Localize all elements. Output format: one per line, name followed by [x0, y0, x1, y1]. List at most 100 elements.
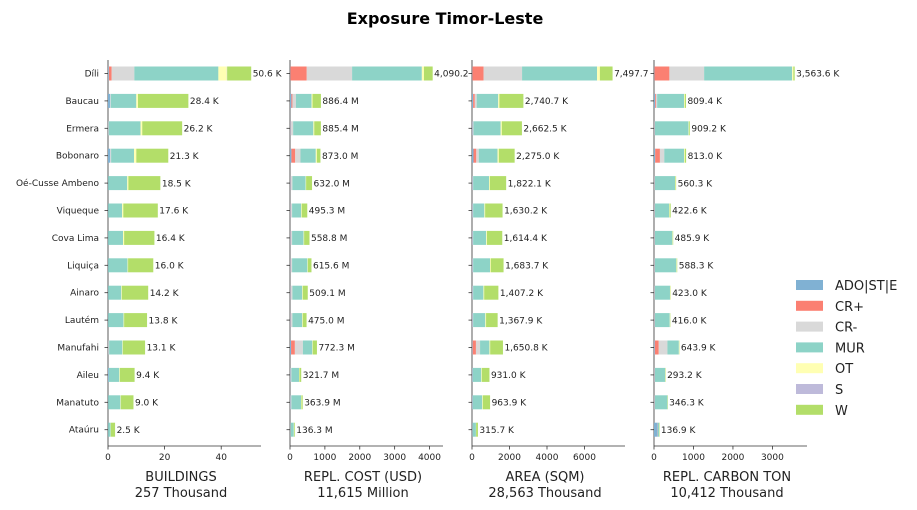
bar-segment — [108, 121, 141, 136]
bar-segment — [473, 93, 475, 108]
legend-swatch — [796, 321, 823, 332]
x-axis-subtitle: 10,412 Thousand — [670, 486, 783, 501]
data-label: 509.1 M — [309, 289, 345, 299]
bar-segment — [669, 203, 671, 218]
legend-entry: ADO|ST|E — [796, 279, 897, 294]
bar-segment — [291, 258, 293, 273]
data-label: 13.8 K — [149, 316, 179, 326]
x-tick-label: 3000 — [383, 453, 406, 463]
bar-segment — [311, 93, 313, 108]
bar-segment — [655, 93, 658, 108]
bar-segment — [290, 66, 307, 81]
bar-segment — [292, 203, 302, 218]
bar-segment — [291, 203, 293, 218]
bar-segment — [472, 422, 476, 437]
bar-segment — [473, 313, 486, 328]
bar-segment — [108, 422, 111, 437]
bar-segment — [499, 93, 524, 108]
chart-legend: ADO|ST|E CR+ CR- MUR OT SW — [796, 279, 897, 419]
bar-segment — [599, 66, 613, 81]
x-tick-label: 2000 — [498, 453, 521, 463]
bar-segment — [655, 148, 660, 163]
legend-label: W — [835, 404, 848, 419]
bar-segment — [108, 258, 128, 273]
bar-segment — [291, 93, 293, 108]
x-tick-label: 20 — [159, 453, 171, 463]
bar-segment — [127, 258, 129, 273]
legend-swatch — [796, 363, 823, 374]
data-label: 560.3 K — [678, 179, 714, 189]
bar-segment — [312, 93, 321, 108]
x-tick-label: 40 — [215, 453, 227, 463]
legend-swatch — [796, 342, 823, 353]
category-label: Viqueque — [57, 207, 100, 217]
bar-segment — [307, 258, 312, 273]
bar-segment — [108, 313, 124, 328]
bar-segment — [290, 93, 292, 108]
category-label: Cova Lima — [52, 234, 99, 244]
bar-segment — [108, 203, 123, 218]
bar-segment — [121, 285, 149, 300]
category-label: Ermera — [66, 124, 99, 134]
bar-segment — [654, 422, 658, 437]
bar-segment — [122, 340, 123, 355]
x-axis-subtitle: 28,563 Thousand — [488, 486, 601, 501]
data-label: 873.0 M — [322, 152, 358, 162]
bar-segment — [108, 66, 112, 81]
bar-segment — [473, 148, 477, 163]
bar-segment — [291, 176, 293, 191]
bar-segment — [290, 285, 291, 300]
bar-segment — [472, 313, 473, 328]
data-label: 21.3 K — [170, 152, 200, 162]
bar-segment — [119, 367, 120, 382]
x-axis-subtitle: 257 Thousand — [135, 486, 228, 501]
x-tick-label: 0 — [287, 453, 293, 463]
bar-segment — [498, 148, 515, 163]
legend-entry: OT — [796, 362, 853, 377]
data-label: 423.0 K — [672, 289, 708, 299]
bar-segment — [472, 285, 473, 300]
data-label: 886.4 M — [322, 97, 358, 107]
legend-label: S — [835, 383, 843, 398]
category-label: Ataúru — [69, 426, 99, 436]
bar-segment — [689, 121, 690, 136]
data-label: 615.6 M — [313, 262, 349, 272]
bar-segment — [485, 313, 487, 328]
bar-segment — [290, 395, 292, 410]
bar-segment — [304, 230, 310, 245]
data-label: 2,662.5 K — [523, 125, 567, 135]
bar-segment — [128, 258, 154, 273]
bar-segment — [472, 258, 473, 273]
bar-segment — [110, 93, 111, 108]
bar-segment — [306, 66, 353, 81]
data-label: 931.0 K — [491, 371, 527, 381]
bar-segment — [474, 93, 477, 108]
bar-segment — [473, 121, 501, 136]
legend-label: OT — [835, 362, 853, 377]
bar-segment — [669, 66, 705, 81]
x-tick-label: 2000 — [721, 453, 744, 463]
data-label: 9.0 K — [135, 399, 159, 409]
data-label: 14.2 K — [150, 289, 180, 299]
bar-segment — [293, 121, 314, 136]
panel-2: 0 1000 2000 3000 4000 REPL. COST (USD)11,615 … — [286, 60, 469, 501]
x-tick-label: 0 — [105, 453, 111, 463]
bar-segment — [313, 121, 315, 136]
bar-segment — [291, 313, 293, 328]
bar-segment — [302, 313, 307, 328]
bar-segment — [684, 148, 685, 163]
legend-entry: CR- — [796, 321, 858, 336]
bar-segment — [108, 367, 120, 382]
category-label: Ainaro — [70, 289, 99, 299]
bar-segment — [654, 121, 689, 136]
bar-segment — [483, 66, 523, 81]
bar-segment — [291, 148, 296, 163]
bar-segment — [489, 340, 491, 355]
bar-segment — [478, 148, 498, 163]
bar-segment — [123, 313, 125, 328]
bar-segment — [294, 340, 303, 355]
legend-entry: MUR — [796, 341, 865, 356]
legend-swatch — [796, 404, 823, 415]
